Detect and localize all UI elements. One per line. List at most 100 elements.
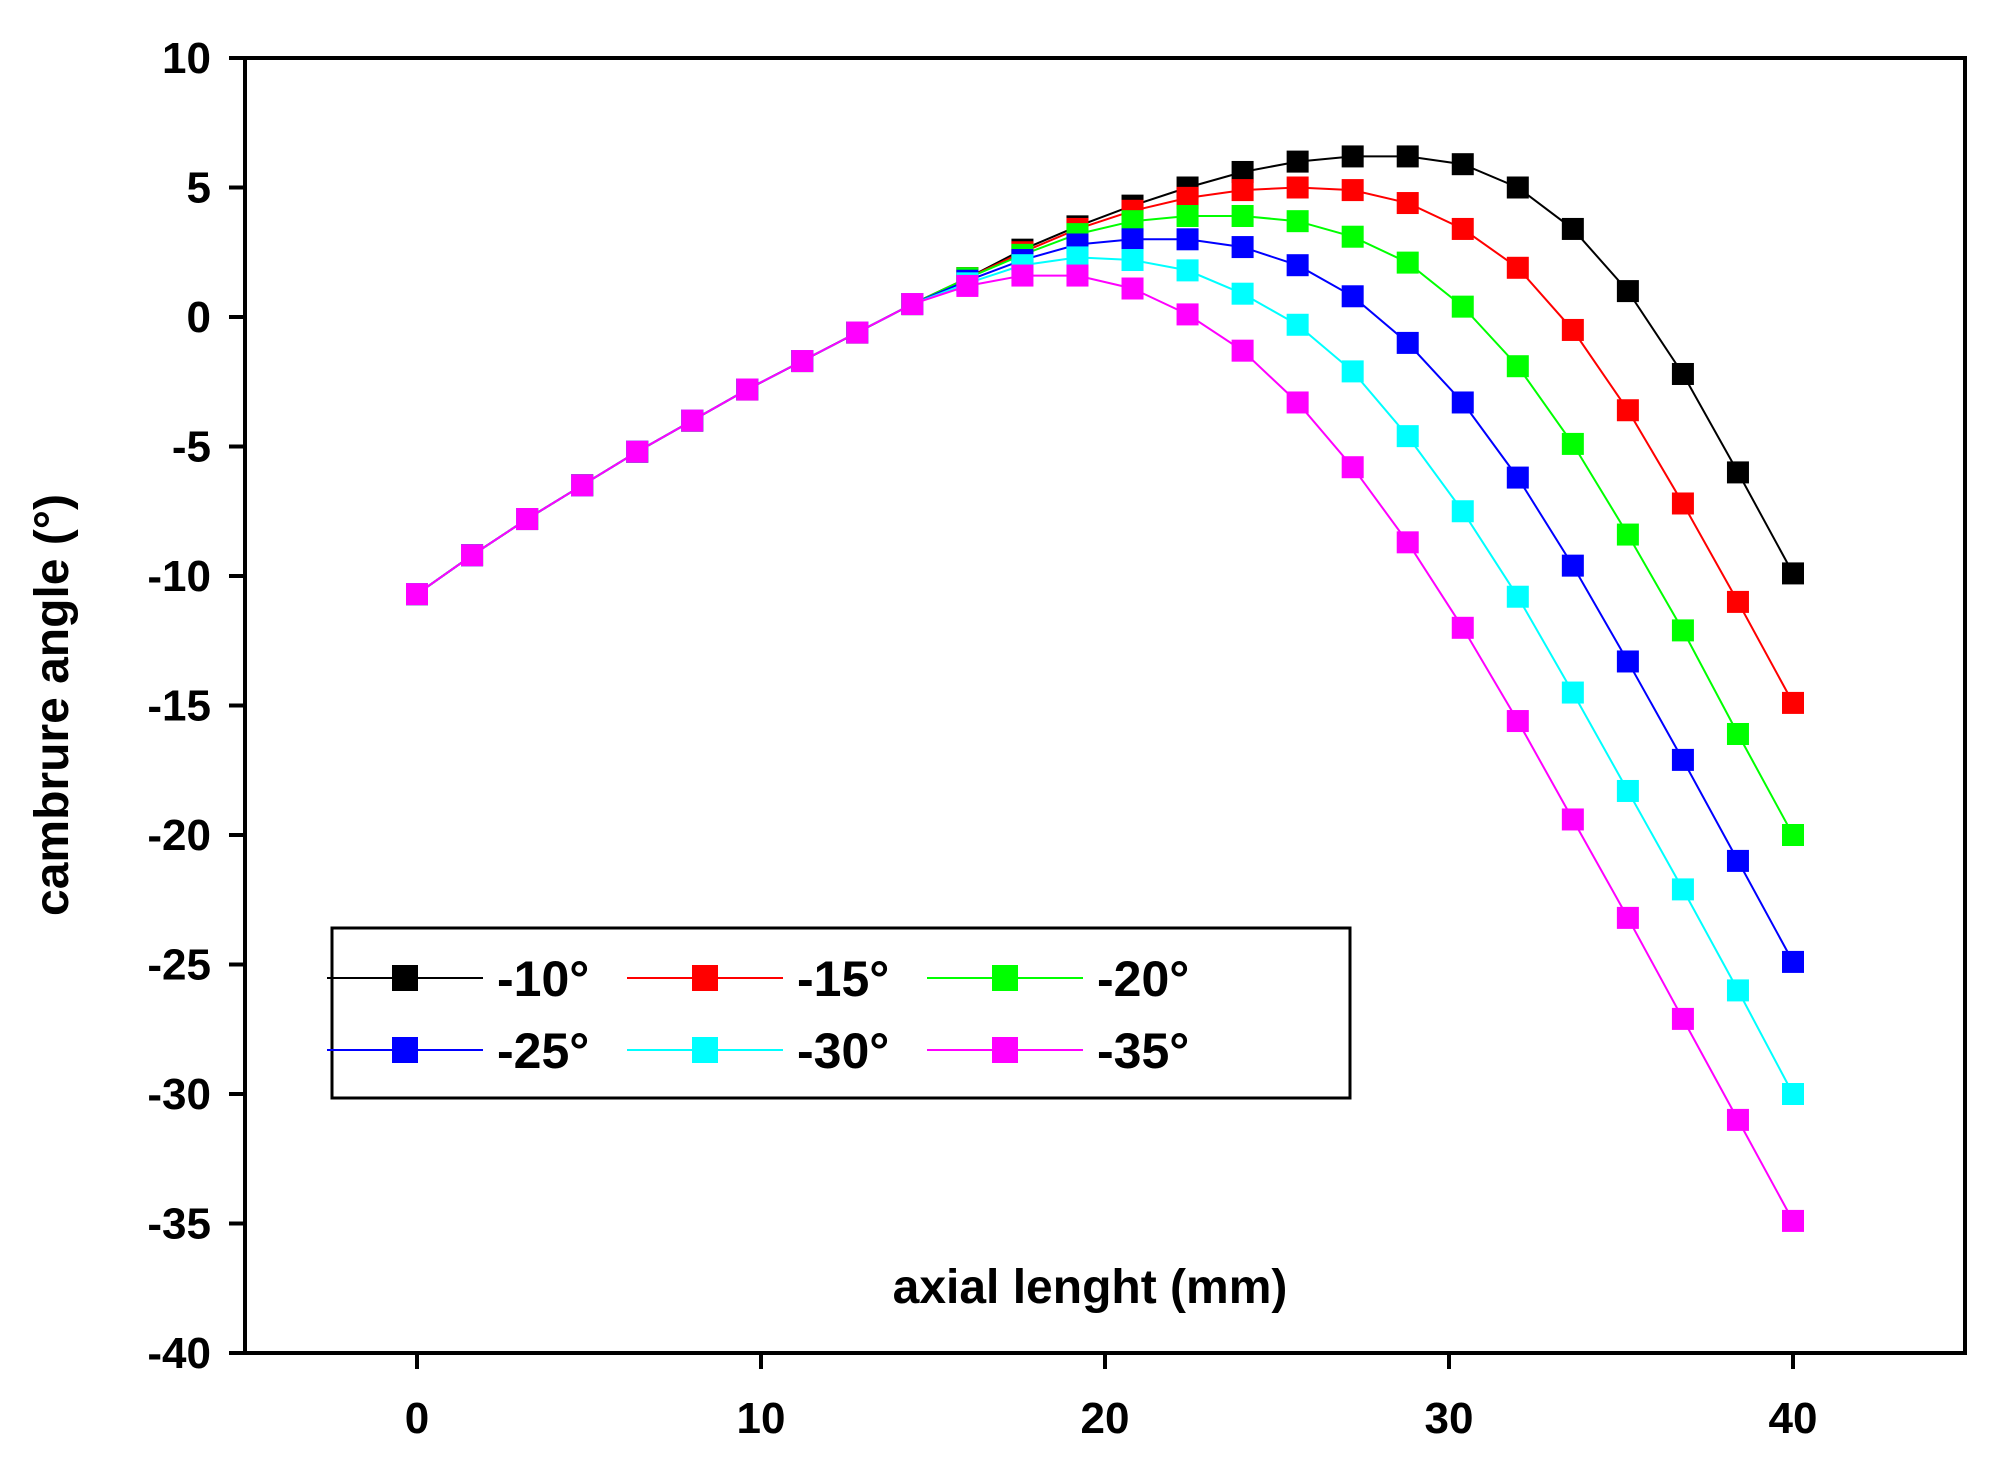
data-point [1616, 523, 1639, 546]
data-point [1341, 145, 1364, 168]
data-point [1286, 210, 1309, 233]
data-point [1561, 681, 1584, 704]
x-tick-label: 20 [1081, 1394, 1130, 1443]
data-point [1286, 391, 1309, 414]
data-point [1121, 210, 1144, 233]
data-point [1616, 779, 1639, 802]
data-point [1396, 192, 1419, 215]
series-line [416, 155, 1794, 595]
data-point [1616, 280, 1639, 303]
data-point [1451, 295, 1474, 318]
series-layer [406, 145, 1804, 1232]
data-point [1726, 849, 1749, 872]
data-point [1231, 339, 1254, 362]
x-axis-ticks: 0 10 20 30 40 [405, 1353, 1818, 1443]
data-point [681, 409, 704, 432]
data-point [1782, 691, 1804, 714]
data-point [1616, 650, 1639, 673]
data-point [1561, 808, 1584, 831]
data-point [1176, 186, 1199, 209]
data-point [1561, 217, 1584, 240]
data-point [1506, 176, 1529, 199]
legend-label: -35° [1097, 1023, 1189, 1079]
data-point [1671, 492, 1694, 515]
y-tick-label: -5 [172, 423, 211, 472]
legend-box [330, 926, 1352, 1100]
data-point [1726, 979, 1749, 1002]
data-point [1671, 748, 1694, 771]
data-point [1396, 145, 1419, 168]
data-point [1451, 616, 1474, 639]
y-axis-title: cambrure angle (°) [26, 494, 79, 916]
y-tick-label: -30 [147, 1070, 211, 1119]
data-point [1726, 722, 1749, 745]
legend-item: -25° [327, 1023, 589, 1079]
data-point [1231, 179, 1254, 202]
data-point [1506, 256, 1529, 279]
data-point [1121, 228, 1144, 251]
legend: -10° -15° -20° -25° -30° -35° [327, 926, 1352, 1100]
data-point [1782, 1083, 1804, 1105]
data-point [1782, 824, 1804, 846]
x-tick-label: 10 [737, 1394, 786, 1443]
data-point [1286, 150, 1309, 173]
data-point [1506, 355, 1529, 378]
data-point [956, 274, 979, 297]
legend-item: -30° [627, 1023, 889, 1079]
y-tick-label: -10 [147, 552, 211, 601]
data-point [1561, 554, 1584, 577]
y-tick-label: 10 [162, 34, 211, 83]
data-point [1451, 391, 1474, 414]
data-point [1506, 466, 1529, 489]
data-point [1231, 160, 1254, 183]
data-point [1561, 432, 1584, 455]
series-line [416, 238, 1794, 963]
data-point [1176, 303, 1199, 326]
data-point [1011, 264, 1034, 287]
legend-marker [692, 1037, 718, 1063]
series-2 [406, 204, 1804, 846]
data-point [516, 508, 539, 531]
plot-frame [243, 56, 1967, 1355]
legend-item: -35° [927, 1023, 1189, 1079]
data-point [1671, 619, 1694, 642]
y-tick-label: -35 [147, 1200, 211, 1249]
legend-item: -20° [927, 951, 1189, 1007]
x-tick-label: 0 [405, 1394, 429, 1443]
y-tick-label: 5 [187, 164, 211, 213]
data-point [1231, 204, 1254, 227]
data-point [1671, 362, 1694, 385]
data-point [1616, 399, 1639, 422]
legend-label: -20° [1097, 951, 1189, 1007]
legend-marker [392, 965, 418, 991]
data-point [1066, 246, 1089, 269]
series-3 [406, 228, 1804, 973]
data-point [1726, 1108, 1749, 1131]
legend-marker [392, 1037, 418, 1063]
data-point [1782, 1209, 1804, 1232]
legend-label: -25° [497, 1023, 589, 1079]
data-point [406, 583, 428, 606]
data-point [1341, 360, 1364, 383]
legend-items: -10° -15° -20° -25° -30° -35° [327, 951, 1189, 1079]
data-point [1726, 590, 1749, 613]
data-point [791, 350, 814, 373]
x-tick-label: 30 [1425, 1394, 1474, 1443]
data-point [1341, 225, 1364, 248]
y-axis-ticks: 10 5 0 -5 -10 -15 -20 -25 -30 -35 -40 [147, 34, 245, 1378]
data-point [901, 293, 924, 316]
x-tick-label: 40 [1769, 1394, 1818, 1443]
y-tick-label: -25 [147, 941, 211, 990]
y-tick-label: -20 [147, 811, 211, 860]
data-point [1451, 217, 1474, 240]
data-point [1176, 228, 1199, 251]
series-5 [406, 264, 1804, 1232]
data-point [1671, 1007, 1694, 1030]
data-point [1341, 285, 1364, 308]
data-point [1176, 259, 1199, 282]
legend-marker [992, 1037, 1018, 1063]
data-point [1671, 878, 1694, 901]
data-point [1066, 264, 1089, 287]
series-0 [406, 145, 1804, 606]
